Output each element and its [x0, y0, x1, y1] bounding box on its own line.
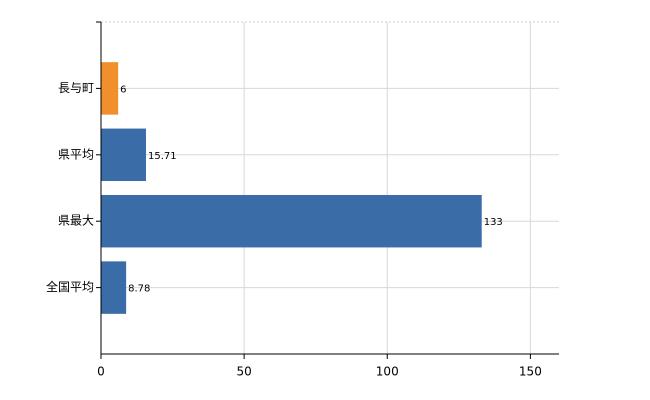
- x-tick-label: 50: [236, 365, 251, 379]
- y-tick-label: 県最大: [58, 214, 94, 228]
- bar: [101, 261, 127, 314]
- value-label: 8.78: [128, 284, 150, 295]
- x-tick-label: 150: [519, 365, 542, 379]
- y-tick-label: 県平均: [58, 147, 94, 161]
- value-label: 15.71: [148, 151, 177, 162]
- x-tick-label: 0: [97, 365, 105, 379]
- bar: [101, 62, 119, 115]
- y-tick-label: 全国平均: [46, 279, 94, 294]
- y-tick-label: 長与町: [58, 81, 94, 95]
- bar: [101, 194, 482, 248]
- bar: [101, 128, 146, 182]
- x-tick-label: 100: [376, 365, 399, 379]
- value-label: 133: [484, 217, 503, 228]
- value-label: 6: [120, 84, 126, 95]
